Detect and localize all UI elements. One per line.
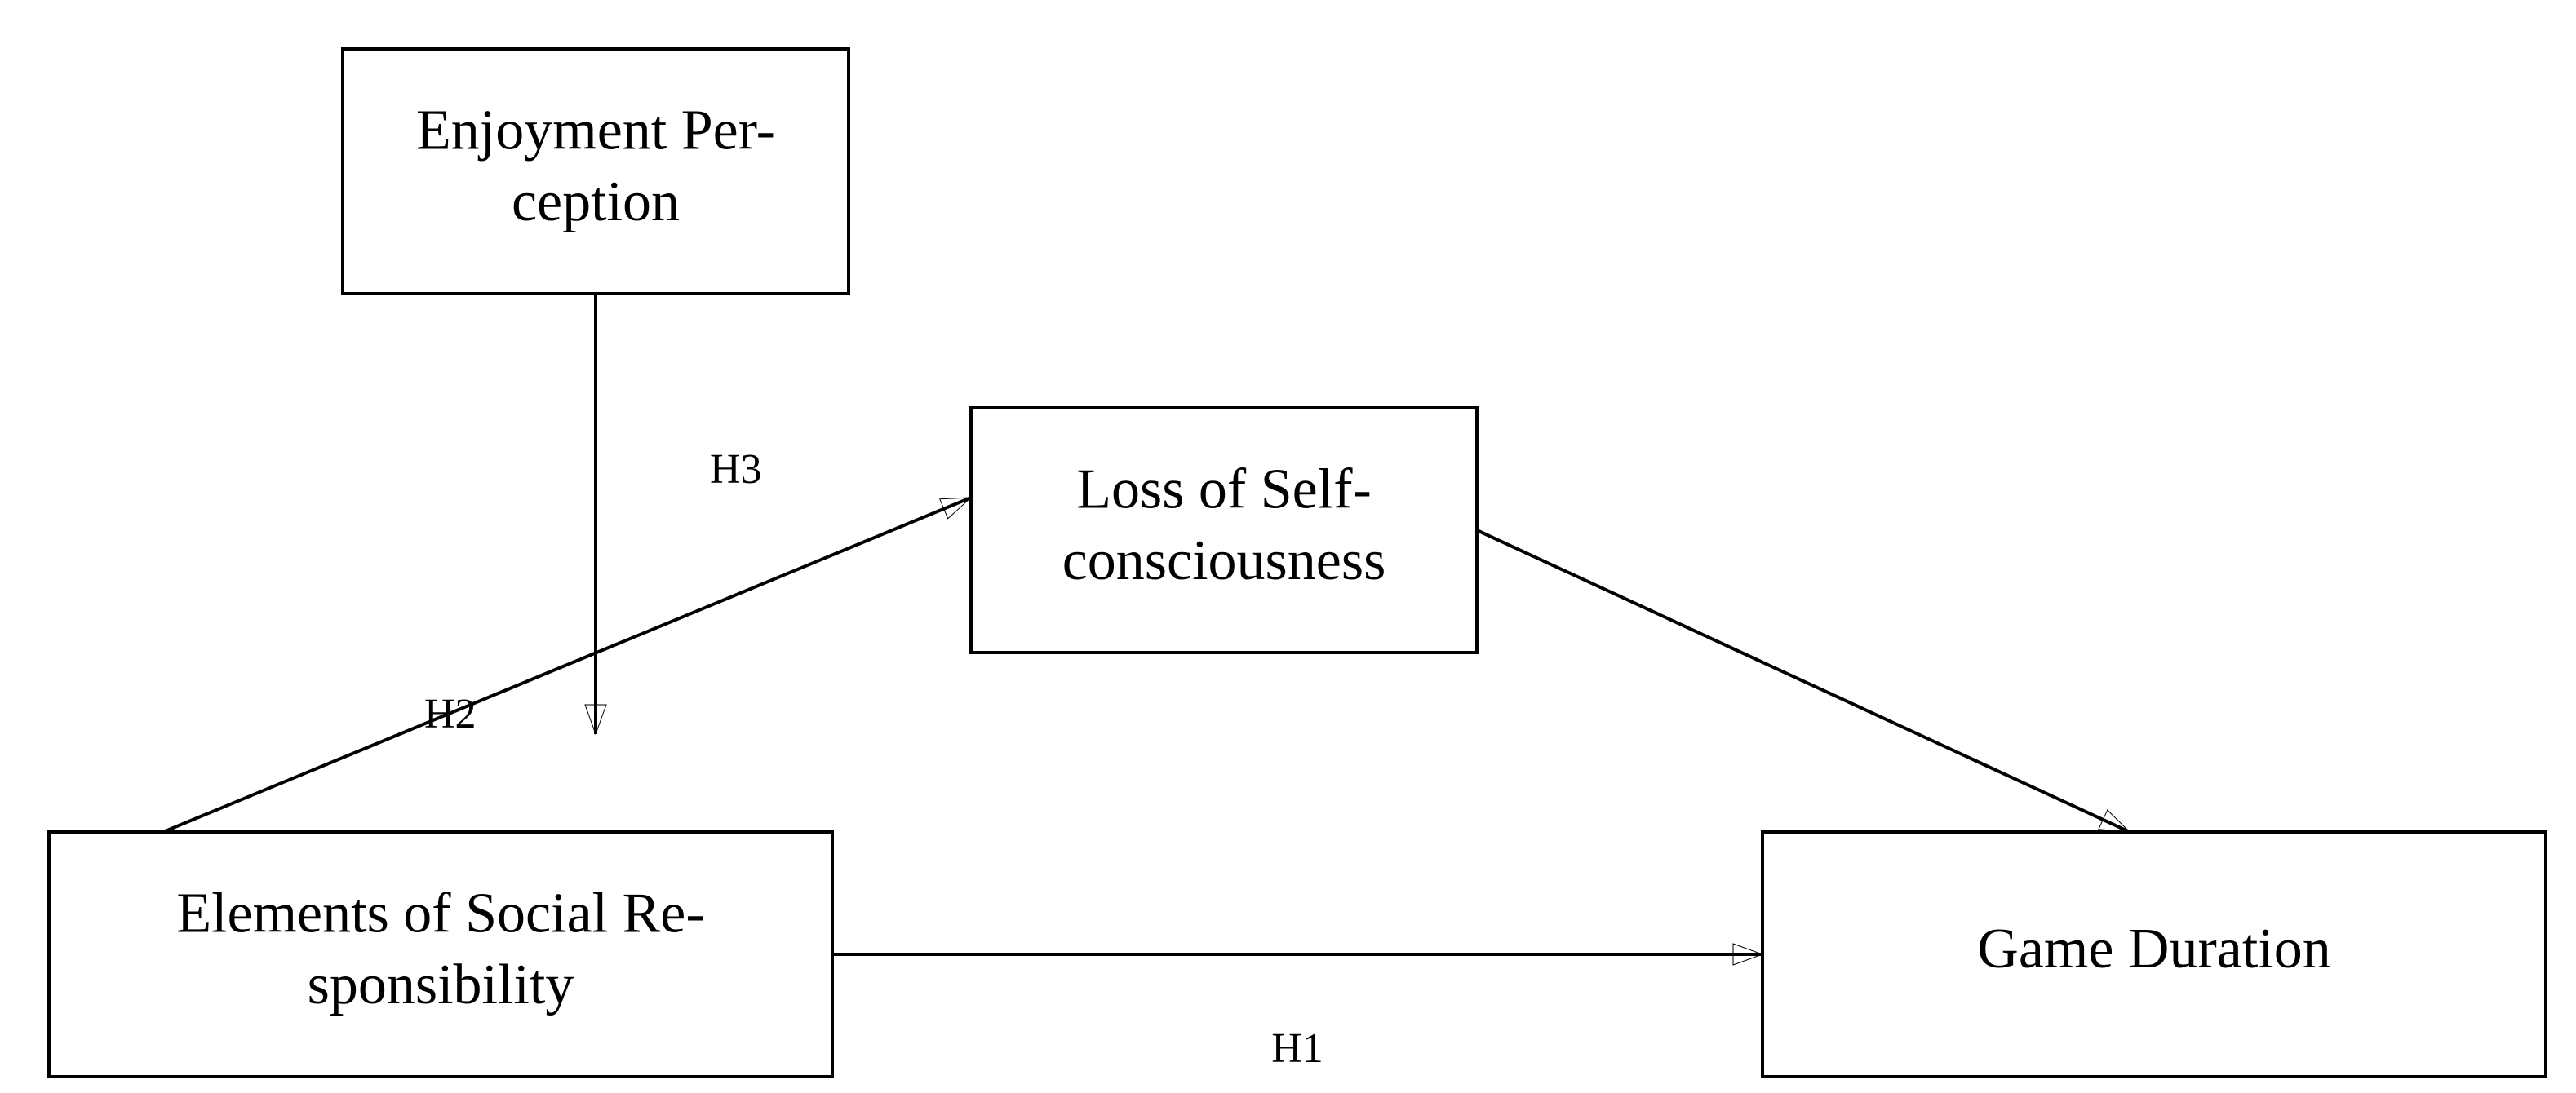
research-model-diagram: Enjoyment Per-ception Loss of Self-consci… (0, 0, 2576, 1093)
node-duration: Game Duration (1762, 832, 2546, 1077)
node-elements-label-line-1: sponsibility (308, 954, 574, 1016)
node-elements: Elements of Social Re-sponsibility (49, 832, 832, 1077)
nodes-group: Enjoyment Per-ception Loss of Self-consci… (49, 49, 2546, 1077)
node-enjoyment-label-line-0: Enjoyment Per- (416, 99, 775, 162)
edge-h2-label: H2 (424, 691, 477, 737)
edge-h1-label: H1 (1271, 1025, 1323, 1072)
node-duration-label-line-0: Game Duration (1977, 918, 2330, 980)
node-loss-label-line-1: consciousness (1062, 529, 1386, 592)
edge-h2 (163, 498, 971, 832)
node-loss-label-line-0: Loss of Self- (1076, 458, 1372, 520)
node-loss: Loss of Self-consciousness (971, 408, 1477, 653)
edge-loss_to_duration (1477, 530, 2130, 832)
node-enjoyment: Enjoyment Per-ception (343, 49, 849, 294)
node-elements-label-line-0: Elements of Social Re- (176, 882, 704, 945)
node-enjoyment-label-line-1: ception (512, 170, 680, 233)
edge-h3-label: H3 (710, 446, 762, 493)
